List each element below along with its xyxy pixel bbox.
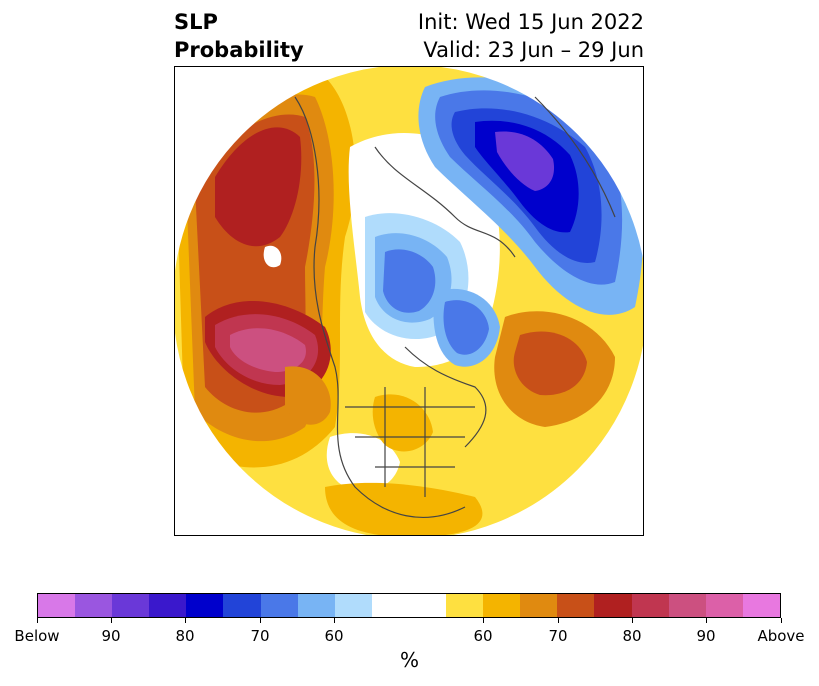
colorbar-segment	[112, 594, 150, 617]
colorbar-tick-mark	[260, 618, 261, 623]
colorbar-segment	[668, 594, 706, 617]
colorbar-segment	[334, 594, 372, 617]
colorbar-segment	[260, 594, 298, 617]
colorbar-segment	[520, 594, 558, 617]
probability-field	[175, 67, 643, 535]
colorbar-tick-mark	[781, 618, 782, 623]
colorbar-tick-mark	[111, 618, 112, 623]
map-title-right: Init: Wed 15 Jun 2022 Valid: 23 Jun – 29…	[418, 8, 644, 64]
colorbar-segment	[705, 594, 743, 617]
map-title-left: SLP Probability	[174, 8, 304, 64]
colorbar-tick-label: 60	[473, 627, 493, 645]
colorbar-segment	[297, 594, 335, 617]
colorbar-tick-label: 80	[622, 627, 642, 645]
colorbar-tick-label: 90	[101, 627, 121, 645]
colorbar-units: %	[399, 648, 419, 672]
coastlines	[294, 96, 616, 518]
colorbar-tick-mark	[632, 618, 633, 623]
colorbar-segment	[446, 594, 484, 617]
title-variable: SLP	[174, 10, 218, 34]
colorbar-tick-label: 70	[548, 627, 568, 645]
colorbar-segment	[483, 594, 521, 617]
colorbar-tick-label: Below	[14, 627, 60, 645]
colorbar-tick-label: Above	[757, 627, 805, 645]
colorbar-tick-mark	[185, 618, 186, 623]
colorbar-segment	[38, 594, 76, 617]
colorbar-segment	[594, 594, 632, 617]
init-date: Init: Wed 15 Jun 2022	[417, 10, 644, 34]
colorbar-tick-label: 90	[696, 627, 716, 645]
colorbar-segment	[149, 594, 187, 617]
colorbar-segment	[75, 594, 113, 617]
polar-map	[174, 66, 644, 536]
colorbar-tick-mark	[706, 618, 707, 623]
colorbar-tick-mark	[37, 618, 38, 623]
colorbar-tick-label: 70	[250, 627, 270, 645]
valid-range: Valid: 23 Jun – 29 Jun	[423, 38, 644, 62]
colorbar-segment	[371, 594, 447, 617]
colorbar-tick-mark	[334, 618, 335, 623]
colorbar-tick-mark	[558, 618, 559, 623]
colorbar	[37, 593, 781, 618]
colorbar-segment	[223, 594, 261, 617]
colorbar-segment	[631, 594, 669, 617]
colorbar-segment	[742, 594, 780, 617]
colorbar-tick-label: 60	[324, 627, 344, 645]
colorbar-tick-label: 80	[175, 627, 195, 645]
colorbar-segment	[186, 594, 224, 617]
colorbar-tick-mark	[483, 618, 484, 623]
colorbar-segment	[557, 594, 595, 617]
title-product: Probability	[174, 38, 304, 62]
